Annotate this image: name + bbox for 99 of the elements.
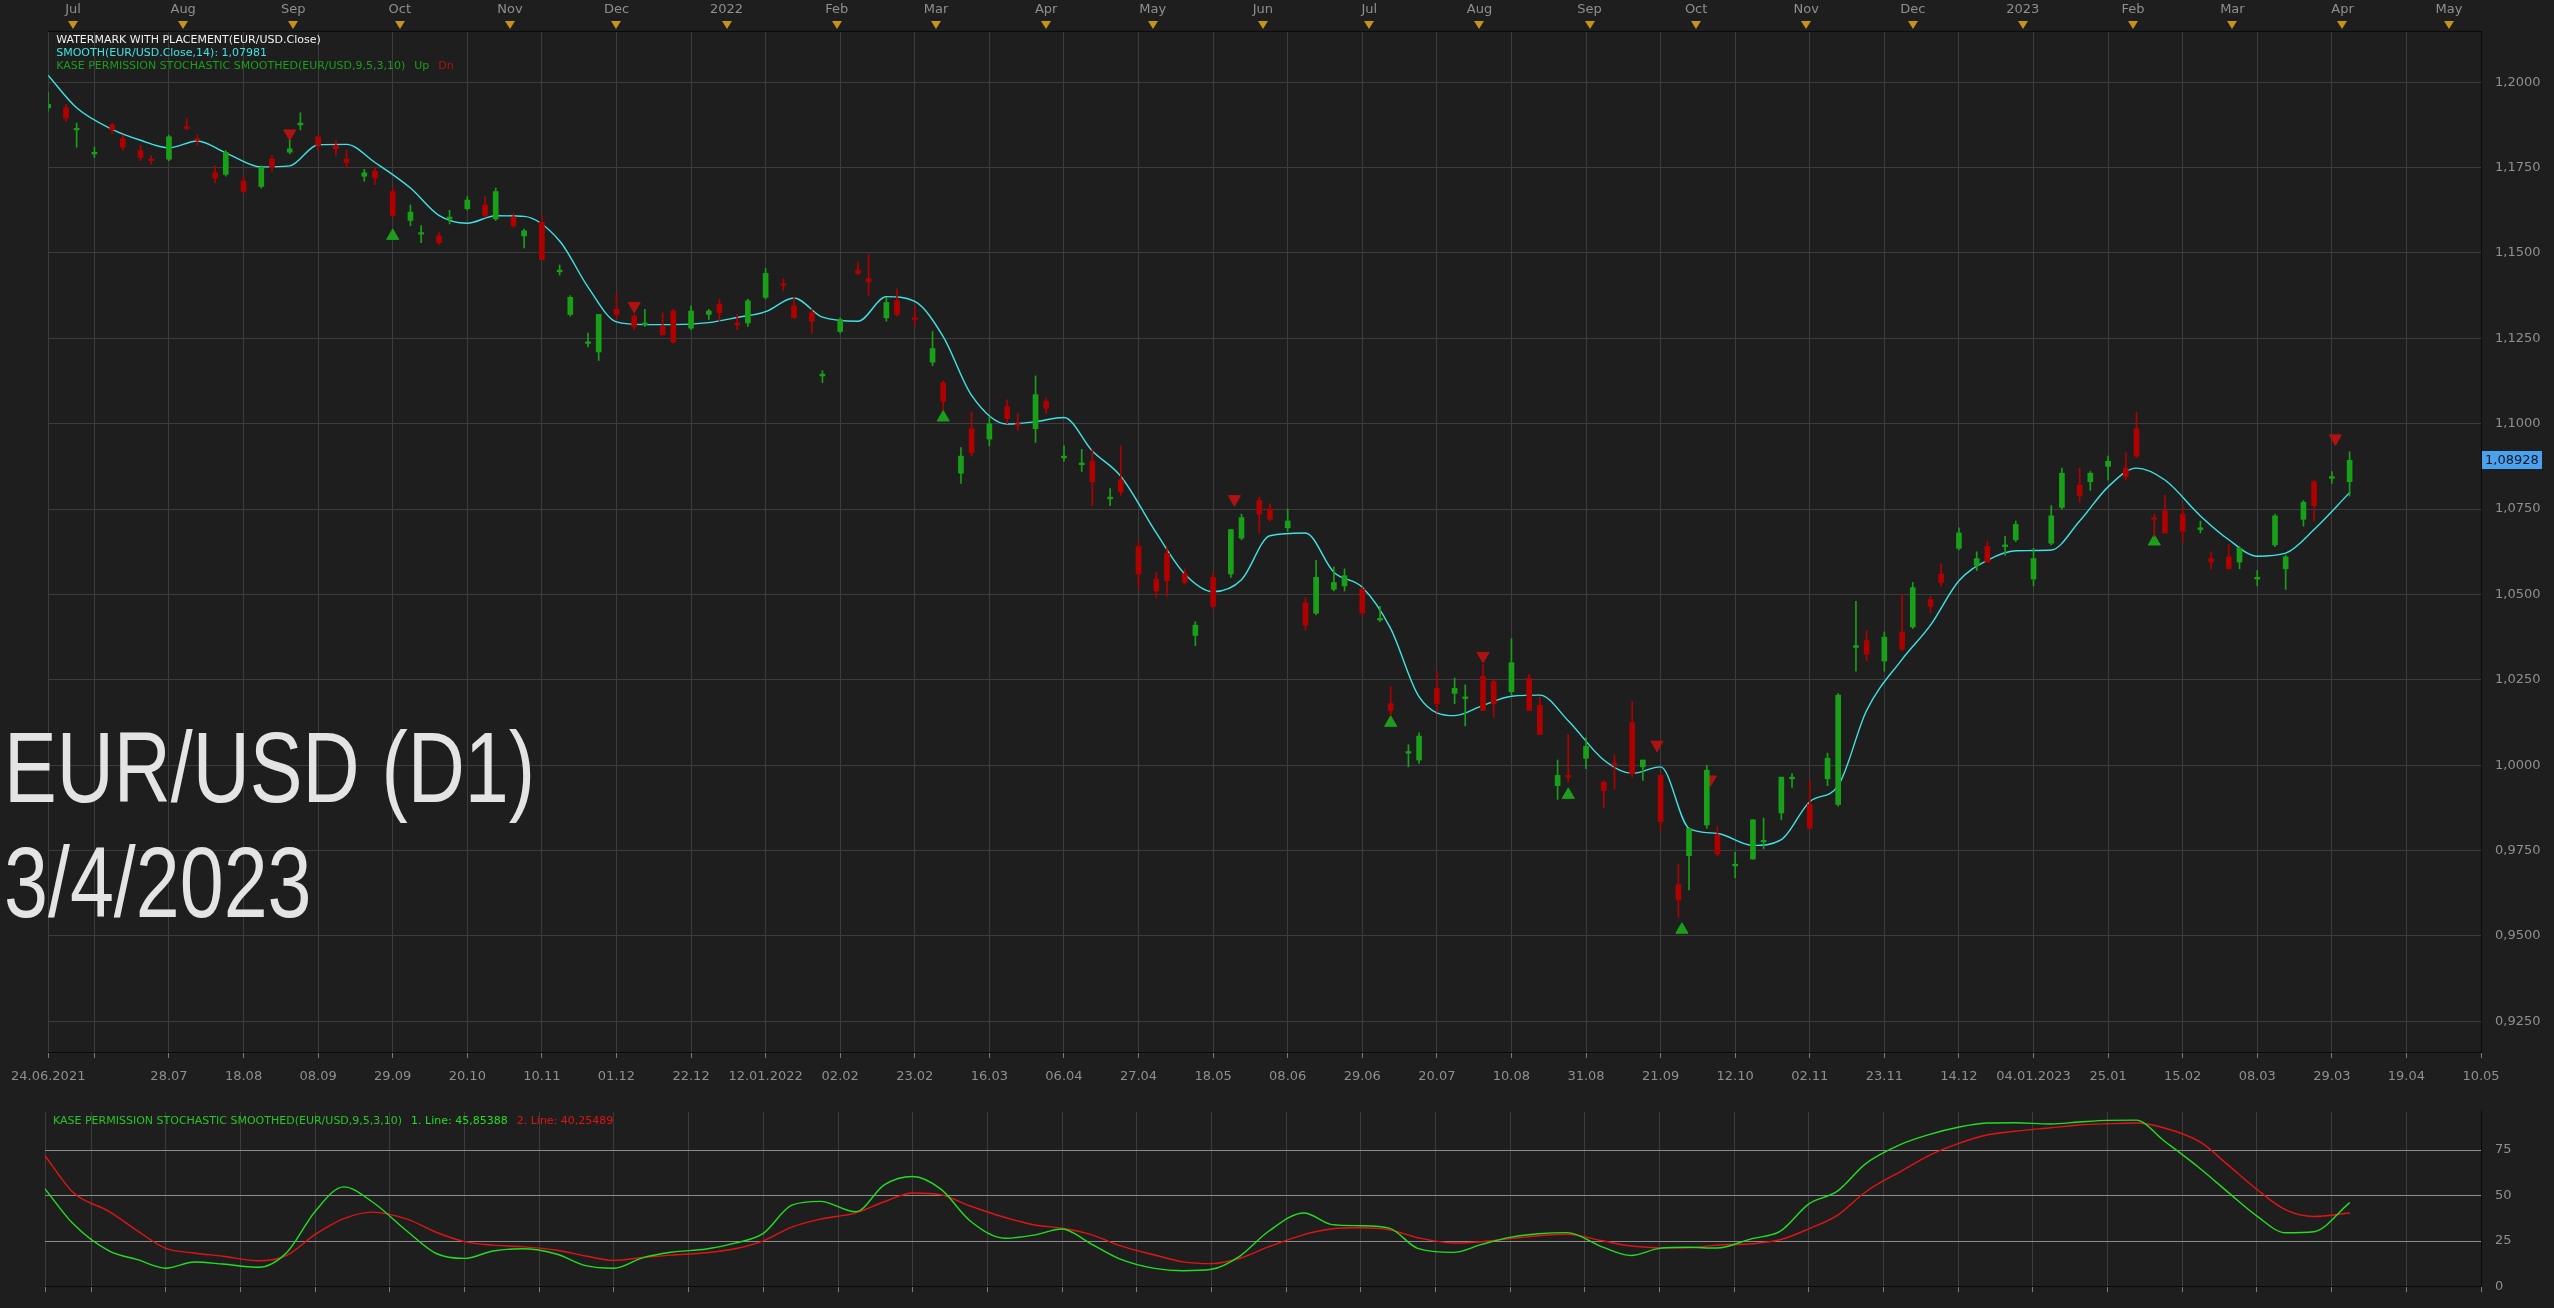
text: 1,08928 [2482,451,2542,470]
y-tick-label: 0,9750 [2495,841,2541,857]
series-label: SMOOTH(EUR/USD.Close,14): 1,07981 [56,46,268,59]
x-tick-label: 31.08 [1567,1068,1605,1084]
x2-tick-label: Mar [923,0,950,16]
x-tick-label: 06.04 [1045,1068,1083,1084]
y-tick-label: 75 [2495,1141,2512,1157]
x2-tick-label: Oct [1684,0,1708,16]
x2-tick-label: Jun [1251,0,1273,16]
x2-tick-label: Jul [1360,0,1378,16]
y-tick-label: 1,0250 [2495,671,2541,687]
y-tick-label: 1,0750 [2495,500,2541,516]
x-tick-label: 14.12 [1940,1068,1978,1084]
x-tick-label: 04.01.2023 [1996,1068,2071,1084]
x-tick-label: 08.03 [2238,1068,2276,1084]
candlestick [418,225,424,244]
x-tick-label: 16.03 [970,1068,1008,1084]
candlestick [2329,471,2335,484]
x-tick-label: 10.05 [2462,1068,2500,1084]
text: 1. Line: 45,85388 [411,1113,508,1127]
x-tick-label: 29.03 [2313,1068,2351,1084]
x2-tick-label: Dec [603,0,630,16]
x-tick-label: 22.12 [672,1068,710,1084]
x-tick-label: 29.06 [1343,1068,1381,1084]
x2-tick-label: Aug [170,0,196,16]
x-tick-label: 23.02 [896,1068,934,1084]
x2-tick-label: Sep [281,0,306,16]
x-tick-label: 24.06.2021 [11,1068,86,1084]
x-tick-label: 12.10 [1716,1068,1754,1084]
y-tick-label: 0 [2495,1277,2504,1293]
x-tick-label: 23.11 [1865,1068,1903,1084]
x-tick-label: 20.10 [448,1068,486,1084]
x2-tick-label: Mar [2220,0,2246,16]
x-tick-label: 27.04 [1119,1068,1158,1084]
y-tick-label: 1,1000 [2495,415,2541,431]
x2-tick-label: Nov [1793,0,1820,16]
x2-tick-label: May [2435,0,2463,16]
y-tick-label: 1,0500 [2495,585,2541,601]
y-tick-label: 1,2000 [2495,73,2541,89]
x2-tick-label: Apr [2331,0,2355,16]
y-tick-label: 1,1500 [2495,244,2541,260]
x-tick-label: 02.02 [821,1068,859,1084]
text: 2. Line: 40,25489 [516,1113,614,1127]
x-tick-label: 02.11 [1791,1068,1829,1084]
x-tick-label: 01.12 [597,1068,636,1084]
x2-tick-label: Feb [2121,0,2145,16]
point [627,301,641,314]
annotation: WATERMARK WITH PLACEMENT(EUR/USD.Close) [56,33,321,46]
candlestick [1014,413,1021,431]
point [1227,495,1241,507]
candlestick [585,332,591,348]
point [1561,787,1575,799]
x-tick-label: 08.06 [1269,1068,1307,1084]
x-tick-label: 29.09 [374,1068,412,1084]
point [1384,715,1398,727]
y-tick-label: 25 [2495,1232,2512,1248]
y-tick-label: 0,9500 [2495,927,2541,943]
x2-tick-label: Nov [497,0,523,16]
x2-tick-label: Sep [1577,0,1602,16]
x2-tick-label: Apr [1034,0,1059,16]
x2-tick-label: Oct [388,0,412,16]
point [283,129,297,141]
annotation: KASE PERMISSION STOCHASTIC SMOOTHED(EUR/USD,9,5,3,10) [56,59,406,72]
candlestick [1853,600,1859,672]
x-tick-label: 10.11 [523,1068,561,1084]
point [1675,922,1689,934]
chart-title: KASE PERMISSION STOCHASTIC SMOOTHED(EUR/USD,9,5,3,10) [53,1113,403,1127]
x-tick-label: 28.07 [150,1068,188,1084]
x-tick-label: 21.09 [1641,1068,1680,1084]
x-tick-label: 25.01 [2089,1068,2127,1084]
y-tick-label: 1,1250 [2495,329,2541,345]
annotation: 3/4/2023 [4,825,312,940]
x2-tick-label: 2023 [2006,0,2040,16]
candlestick [1750,819,1756,860]
text: Dn [438,59,454,72]
x-tick-label: 19.04 [2387,1068,2426,1084]
point [2147,534,2161,546]
y-tick-label: 1,0000 [2495,756,2541,772]
x-tick-label: 18.05 [1194,1068,1232,1084]
x-tick-label: 15.02 [2164,1068,2202,1084]
candlestick [2151,513,2158,537]
x2-tick-label: Aug [1466,0,1493,16]
candlestick [183,117,190,131]
x2-tick-label: Dec [1900,0,1926,16]
x-tick-label: 08.09 [299,1068,337,1084]
point [2328,434,2342,446]
x-tick-label: 10.08 [1492,1068,1531,1084]
x2-tick-label: May [1139,0,1167,16]
text: Up [414,59,430,72]
x-tick-label: 18.08 [224,1068,263,1084]
annotation: EUR/USD (D1) [4,710,536,825]
x2-tick-label: Feb [825,0,849,16]
x-tick-label: 12.01.2022 [728,1068,803,1084]
x2-tick-label: Jul [64,0,81,16]
y-tick-label: 50 [2495,1186,2512,1202]
y-tick-label: 0,9250 [2495,1012,2541,1028]
x2-tick-label: 2022 [710,0,744,16]
y-tick-label: 1,1750 [2495,158,2541,174]
x-tick-label: 20.07 [1418,1068,1456,1084]
